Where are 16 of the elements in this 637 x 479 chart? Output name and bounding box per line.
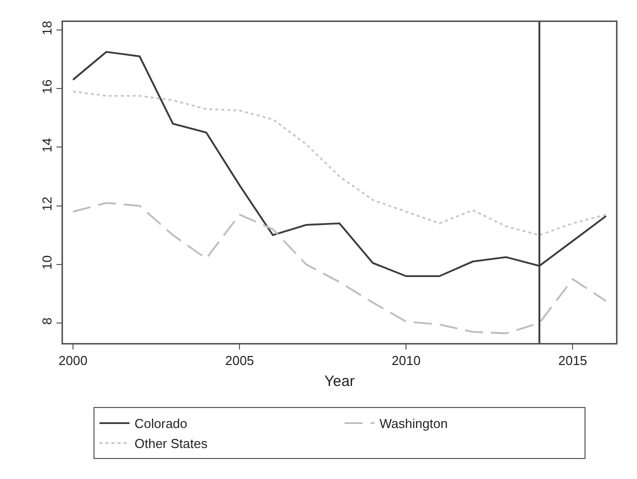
legend-label: Colorado — [134, 416, 188, 432]
legend-label: Washington — [380, 416, 448, 432]
x-tick-label: 2000 — [58, 353, 88, 368]
y-tick-label: 12 — [39, 196, 54, 212]
x-axis-title: Year — [324, 372, 355, 390]
y-tick-label: 10 — [39, 255, 54, 270]
x-tick-label: 2015 — [558, 353, 588, 368]
x-tick-label: 2005 — [225, 353, 254, 368]
line-series — [72, 90, 607, 236]
line-series — [72, 202, 607, 334]
y-tick-label: 8 — [39, 318, 54, 325]
x-tick-label: 2010 — [392, 353, 421, 368]
legend-label: Other States — [134, 436, 208, 452]
y-tick-label: 16 — [39, 79, 54, 94]
y-tick-label: 18 — [39, 20, 54, 36]
y-tick-label: 14 — [39, 138, 54, 152]
